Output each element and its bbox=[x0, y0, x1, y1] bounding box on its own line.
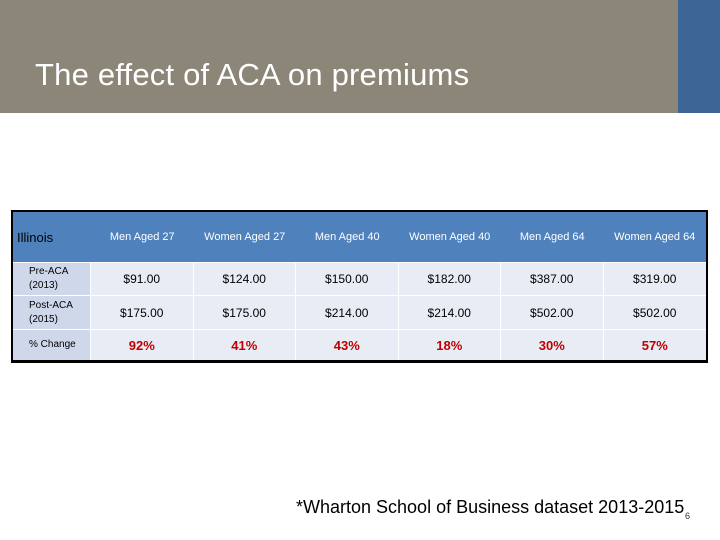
table-cell: $387.00 bbox=[501, 263, 604, 296]
table-cell: $214.00 bbox=[398, 296, 501, 330]
column-header: Women Aged 27 bbox=[193, 212, 296, 263]
percent-change-cell: 41% bbox=[193, 330, 296, 360]
row-label: % Change bbox=[13, 330, 91, 360]
table-cell: $91.00 bbox=[91, 263, 194, 296]
percent-change-cell: 18% bbox=[398, 330, 501, 360]
table-cell: $150.00 bbox=[296, 263, 399, 296]
title-bar bbox=[0, 0, 678, 113]
percent-change-cell: 57% bbox=[603, 330, 706, 360]
table-cell: $175.00 bbox=[91, 296, 194, 330]
table-row: Post-ACA (2015) $175.00 $175.00 $214.00 … bbox=[13, 296, 706, 330]
table-header-row: Illinois Men Aged 27 Women Aged 27 Men A… bbox=[13, 212, 706, 263]
row-label: Pre-ACA (2013) bbox=[13, 263, 91, 296]
percent-change-cell: 43% bbox=[296, 330, 399, 360]
table-row: Pre-ACA (2013) $91.00 $124.00 $150.00 $1… bbox=[13, 263, 706, 296]
percent-change-cell: 30% bbox=[501, 330, 604, 360]
percent-change-cell: 92% bbox=[91, 330, 194, 360]
accent-bar bbox=[678, 0, 720, 113]
table-cell: $175.00 bbox=[193, 296, 296, 330]
table-corner-label: Illinois bbox=[13, 212, 91, 263]
table-row: % Change 92% 41% 43% 18% 30% 57% bbox=[13, 330, 706, 360]
column-header: Men Aged 40 bbox=[296, 212, 399, 263]
table-cell: $502.00 bbox=[603, 296, 706, 330]
premium-table: Illinois Men Aged 27 Women Aged 27 Men A… bbox=[11, 210, 708, 363]
table-cell: $214.00 bbox=[296, 296, 399, 330]
column-header: Women Aged 40 bbox=[398, 212, 501, 263]
source-footnote: *Wharton School of Business dataset 2013… bbox=[296, 497, 685, 517]
table-cell: $502.00 bbox=[501, 296, 604, 330]
row-label: Post-ACA (2015) bbox=[13, 296, 91, 330]
column-header: Men Aged 64 bbox=[501, 212, 604, 263]
table-cell: $182.00 bbox=[398, 263, 501, 296]
column-header: Men Aged 27 bbox=[91, 212, 194, 263]
column-header: Women Aged 64 bbox=[603, 212, 706, 263]
slide-title: The effect of ACA on premiums bbox=[35, 57, 470, 92]
slide-number: 6 bbox=[685, 511, 691, 521]
table-cell: $124.00 bbox=[193, 263, 296, 296]
table-cell: $319.00 bbox=[603, 263, 706, 296]
